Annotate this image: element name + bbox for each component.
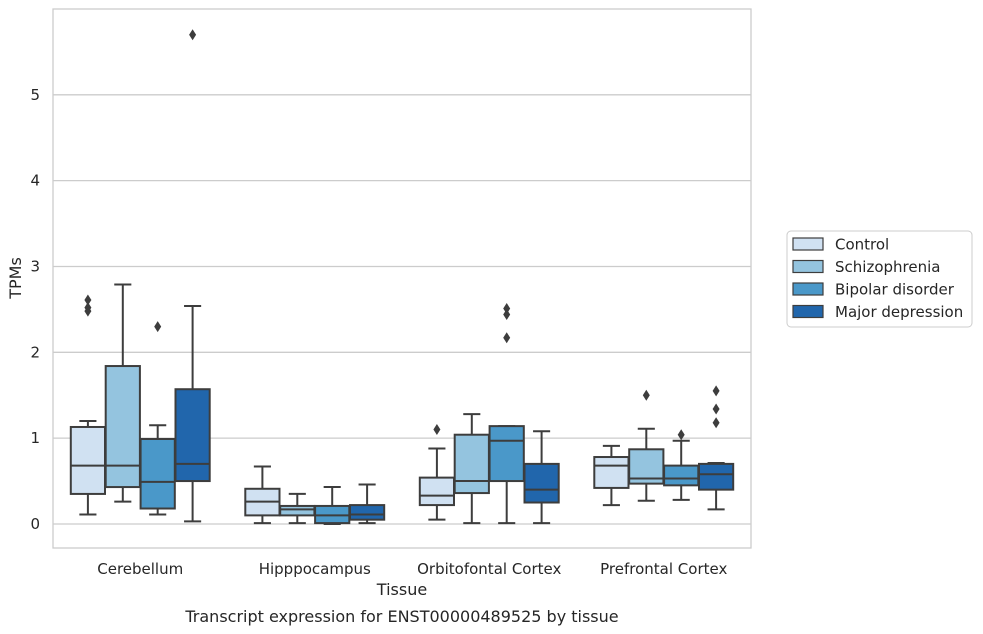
legend-item: Bipolar disorder [792, 281, 955, 299]
box [453, 433, 490, 495]
outlier-point [433, 424, 441, 436]
outlier-point [189, 29, 197, 41]
plot-area-frame [52, 8, 752, 549]
legend-frame [786, 230, 973, 328]
outlier-point [503, 332, 511, 344]
legend-swatch [792, 237, 824, 251]
y-tick-label: 4 [30, 172, 40, 190]
legend-swatch [792, 259, 824, 274]
legend-label: Schizophrenia [835, 258, 940, 276]
legend-item: Major depression [792, 303, 963, 321]
box [593, 456, 630, 489]
outlier-point [503, 309, 511, 321]
box [69, 425, 107, 495]
x-tick-label: Hipppocampus [259, 560, 371, 578]
x-tick-label: Orbitofontal Cortex [417, 560, 561, 578]
y-tick-label: 1 [30, 429, 40, 447]
legend-swatch [792, 304, 824, 319]
box [279, 504, 316, 517]
legend-label: Control [835, 236, 889, 254]
legend-item: Control [792, 236, 889, 254]
box-group-3 [593, 385, 735, 511]
outlier-point [677, 429, 685, 441]
box [488, 425, 525, 483]
legend-label: Bipolar disorder [835, 281, 955, 299]
legend-item: Schizophrenia [792, 258, 940, 276]
y-tick-label: 0 [30, 515, 40, 533]
box-groups [69, 29, 735, 525]
x-axis-label: Tissue [376, 580, 427, 599]
box [697, 462, 735, 491]
box-group-1 [244, 465, 386, 525]
chart-title: Transcript expression for ENST0000048952… [184, 607, 618, 626]
outlier-point [503, 303, 511, 315]
box [523, 462, 560, 504]
x-tick-label: Cerebellum [97, 560, 183, 578]
legend-swatch [792, 282, 824, 296]
y-tick-label: 2 [30, 343, 40, 361]
box [139, 437, 176, 510]
outlier-point [712, 417, 720, 429]
outlier-point [712, 385, 720, 397]
outlier-point [84, 294, 92, 306]
box-group-0 [69, 29, 211, 523]
outlier-point [154, 321, 162, 333]
outlier-point [712, 403, 720, 415]
legend: Control Schizophrenia Bipolar disorder Majo… [786, 230, 973, 328]
outlier-point [642, 389, 650, 401]
box [348, 504, 386, 521]
y-axis-label: TPMs [6, 257, 25, 300]
x-tick-label: Prefrontal Cortex [600, 560, 727, 578]
outlier-point [84, 302, 92, 314]
box-group-2 [418, 303, 560, 525]
box [174, 388, 211, 483]
x-tick-labels: Cerebellum Hipppocampus Orbitofontal Corte… [97, 560, 727, 578]
legend-label: Major depression [835, 303, 963, 321]
y-tick-labels: 0 1 2 3 4 5 [30, 86, 40, 533]
box [418, 476, 456, 507]
y-tick-label: 3 [30, 257, 40, 275]
box [663, 464, 700, 487]
y-tick-label: 5 [30, 86, 40, 104]
box [104, 365, 141, 489]
